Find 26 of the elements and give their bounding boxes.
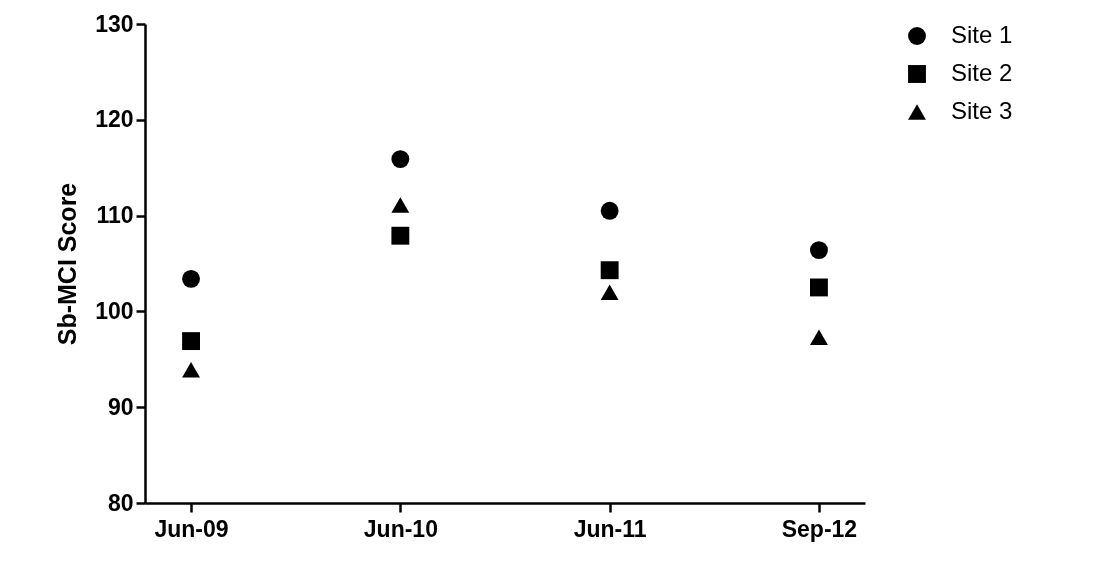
point [810,278,828,297]
point [391,226,410,245]
y-tick-label: 90 [107,393,134,420]
legend-label: Site 3 [951,97,1013,124]
y-tick-label: 110 [96,202,134,229]
point [600,261,619,280]
x-tick-label: Jun-09 [154,515,229,542]
point [182,332,200,351]
y-tick-label: 120 [95,106,134,133]
legend-label: Site 2 [951,59,1013,86]
point [600,201,619,220]
legend-label: Site 1 [951,21,1013,48]
y-tick-label: 130 [95,10,134,37]
y-tick-label: 100 [95,297,134,324]
y-tick-label: 80 [107,489,134,516]
x-tick-label: Sep-12 [781,515,858,542]
point [182,269,200,288]
x-tick-label: Jun-10 [363,515,438,542]
point [391,150,410,168]
point [810,329,828,346]
point [810,241,828,260]
x-tick-label: Jun-11 [573,515,647,542]
point [182,362,200,378]
point [391,197,410,213]
point [600,284,619,300]
y-axis-title: Sb-MCI Score [53,182,82,346]
